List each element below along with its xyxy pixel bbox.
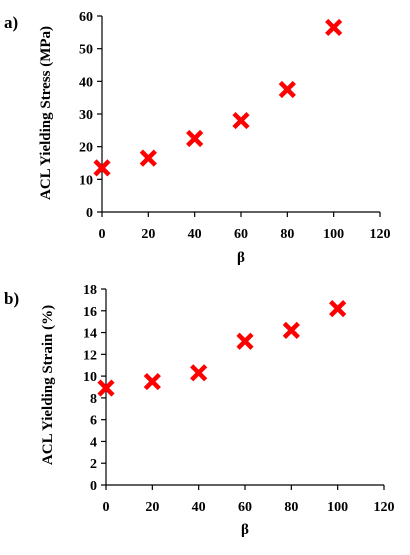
x-ticks-b: 0 20 40 60 80 100 120 bbox=[103, 485, 395, 515]
y-tick-label: 6 bbox=[90, 414, 97, 429]
data-point-marker bbox=[143, 372, 161, 391]
y-tick-label: 18 bbox=[83, 283, 97, 298]
x-axis-label-a: β bbox=[237, 250, 245, 266]
x-tick-label: 60 bbox=[238, 500, 252, 515]
y-tick-label: 14 bbox=[83, 327, 97, 342]
x-tick-label: 120 bbox=[374, 500, 395, 515]
x-tick-label: 60 bbox=[234, 227, 248, 242]
data-point-marker bbox=[232, 111, 250, 130]
y-tick-label: 10 bbox=[83, 370, 97, 385]
x-tick-label: 0 bbox=[99, 227, 106, 242]
x-tick-label: 80 bbox=[280, 227, 294, 242]
data-point-marker bbox=[282, 321, 300, 339]
y-tick-label: 30 bbox=[79, 108, 93, 123]
y-tick-label: 4 bbox=[90, 435, 97, 450]
x-ticks-a: 0 20 40 60 80 100 120 bbox=[99, 212, 391, 242]
y-tick-label: 16 bbox=[83, 305, 97, 320]
y-tick-label: 0 bbox=[90, 479, 97, 494]
y-tick-label: 50 bbox=[79, 43, 93, 58]
y-tick-label: 60 bbox=[79, 10, 93, 25]
panel-a: a) ACL Yielding Stress (MPa) β 0 20 40 60 80… bbox=[4, 10, 391, 266]
data-point-marker bbox=[93, 159, 111, 177]
x-tick-label: 40 bbox=[192, 500, 206, 515]
data-points-b bbox=[97, 300, 347, 397]
y-tick-label: 8 bbox=[90, 392, 97, 407]
y-tick-label: 20 bbox=[79, 141, 93, 156]
x-axis-label-b: β bbox=[241, 522, 249, 538]
x-tick-label: 20 bbox=[145, 500, 159, 515]
y-tick-label: 40 bbox=[79, 75, 93, 90]
data-point-marker bbox=[325, 18, 343, 37]
y-axis-label-b: ACL Yielding Strain (%) bbox=[40, 305, 56, 465]
x-tick-label: 100 bbox=[327, 500, 348, 515]
y-ticks-b: 0 2 4 6 8 10 12 14 16 18 bbox=[83, 283, 106, 494]
x-tick-label: 100 bbox=[323, 227, 344, 242]
panel-b: b) ACL Yielding Strain (%) β 0 20 40 60 80 10… bbox=[4, 283, 395, 538]
data-point-marker bbox=[329, 300, 347, 318]
panel-label-a: a) bbox=[4, 13, 18, 32]
data-point-marker bbox=[236, 332, 254, 350]
x-tick-label: 0 bbox=[103, 500, 110, 515]
data-point-marker bbox=[190, 364, 208, 382]
y-tick-label: 2 bbox=[90, 457, 97, 472]
x-tick-label: 20 bbox=[141, 227, 155, 242]
data-point-marker bbox=[186, 129, 204, 148]
data-point-marker bbox=[139, 149, 157, 167]
y-axis-label-a: ACL Yielding Stress (MPa) bbox=[38, 26, 54, 200]
y-tick-label: 0 bbox=[86, 206, 93, 221]
data-points-a bbox=[93, 18, 343, 177]
x-tick-label: 40 bbox=[188, 227, 202, 242]
y-ticks-a: 0 10 20 30 40 50 60 bbox=[79, 10, 102, 221]
x-tick-label: 80 bbox=[284, 500, 298, 515]
panel-label-b: b) bbox=[4, 289, 19, 308]
x-tick-label: 120 bbox=[370, 227, 391, 242]
data-point-marker bbox=[97, 379, 115, 397]
data-point-marker bbox=[278, 80, 296, 99]
y-tick-label: 12 bbox=[83, 348, 97, 363]
y-tick-label: 10 bbox=[79, 173, 93, 188]
